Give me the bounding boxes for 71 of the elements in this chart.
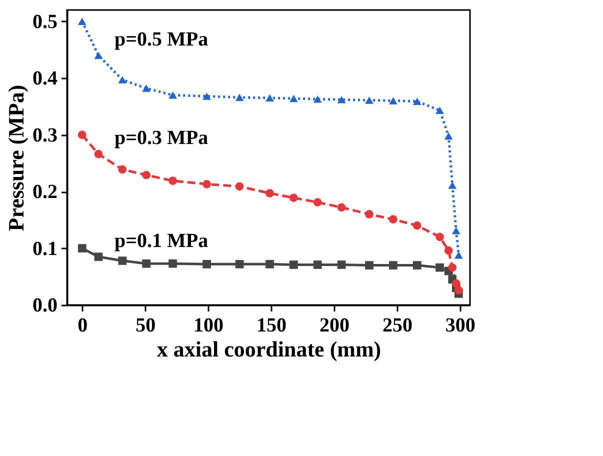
point xyxy=(412,98,422,105)
point xyxy=(313,198,322,206)
point xyxy=(412,261,422,270)
point xyxy=(94,52,103,60)
point xyxy=(365,96,374,104)
point xyxy=(412,221,422,230)
point xyxy=(444,132,453,140)
point xyxy=(235,182,244,191)
point xyxy=(313,260,322,269)
point xyxy=(388,97,398,104)
y-tick-label: 0.1 xyxy=(32,238,58,260)
point xyxy=(118,76,127,84)
point xyxy=(436,263,444,272)
point xyxy=(168,176,177,185)
point xyxy=(235,94,244,101)
y-tick-label: 0.5 xyxy=(32,10,58,33)
x-axis-title: x axial coordinate (mm) xyxy=(156,336,382,362)
y-tick-label: 0.2 xyxy=(32,181,58,204)
point xyxy=(118,256,127,265)
x-tick-label: 50 xyxy=(136,314,156,336)
point xyxy=(94,252,103,261)
point xyxy=(78,244,86,252)
point xyxy=(168,259,177,268)
point xyxy=(78,18,86,25)
point xyxy=(454,286,463,294)
y-tick-label: 0.3 xyxy=(32,124,58,146)
point xyxy=(388,215,398,224)
point xyxy=(452,227,460,234)
point xyxy=(337,260,346,269)
point xyxy=(168,91,177,99)
y-tick-label: 0.4 xyxy=(32,68,58,90)
point xyxy=(78,130,86,139)
point xyxy=(337,203,346,212)
point xyxy=(118,165,127,174)
point xyxy=(444,246,453,255)
point xyxy=(142,259,151,268)
point xyxy=(235,260,244,268)
point xyxy=(266,94,274,102)
x-tick-label: 300 xyxy=(445,314,476,336)
point xyxy=(142,170,151,180)
point xyxy=(436,106,444,114)
point xyxy=(452,279,460,288)
x-tick-label: 100 xyxy=(194,314,224,336)
point xyxy=(365,210,374,218)
point xyxy=(313,95,322,103)
point xyxy=(202,260,211,268)
point xyxy=(454,251,463,259)
point xyxy=(436,232,444,242)
series-label: p=0.3 MPa xyxy=(114,127,208,150)
point xyxy=(337,96,346,104)
point xyxy=(388,261,398,270)
point xyxy=(202,92,211,100)
series-label: p=0.5 MPa xyxy=(114,28,208,50)
x-tick-label: 150 xyxy=(256,314,287,336)
point xyxy=(290,94,298,102)
series-label: p=0.1 MPa xyxy=(114,230,208,252)
point xyxy=(266,189,274,198)
point xyxy=(142,84,151,92)
y-axis-title: Pressure (MPa) xyxy=(4,84,28,232)
point xyxy=(448,263,457,272)
point xyxy=(266,260,274,268)
x-tick-label: 0 xyxy=(78,314,88,336)
point xyxy=(290,194,298,202)
point xyxy=(290,260,298,269)
point xyxy=(94,150,103,158)
y-tick-label: 0.0 xyxy=(32,294,58,316)
point xyxy=(202,180,211,188)
x-tick-label: 200 xyxy=(319,314,350,336)
point xyxy=(448,182,457,189)
point xyxy=(365,261,374,270)
x-tick-label: 250 xyxy=(382,314,412,336)
